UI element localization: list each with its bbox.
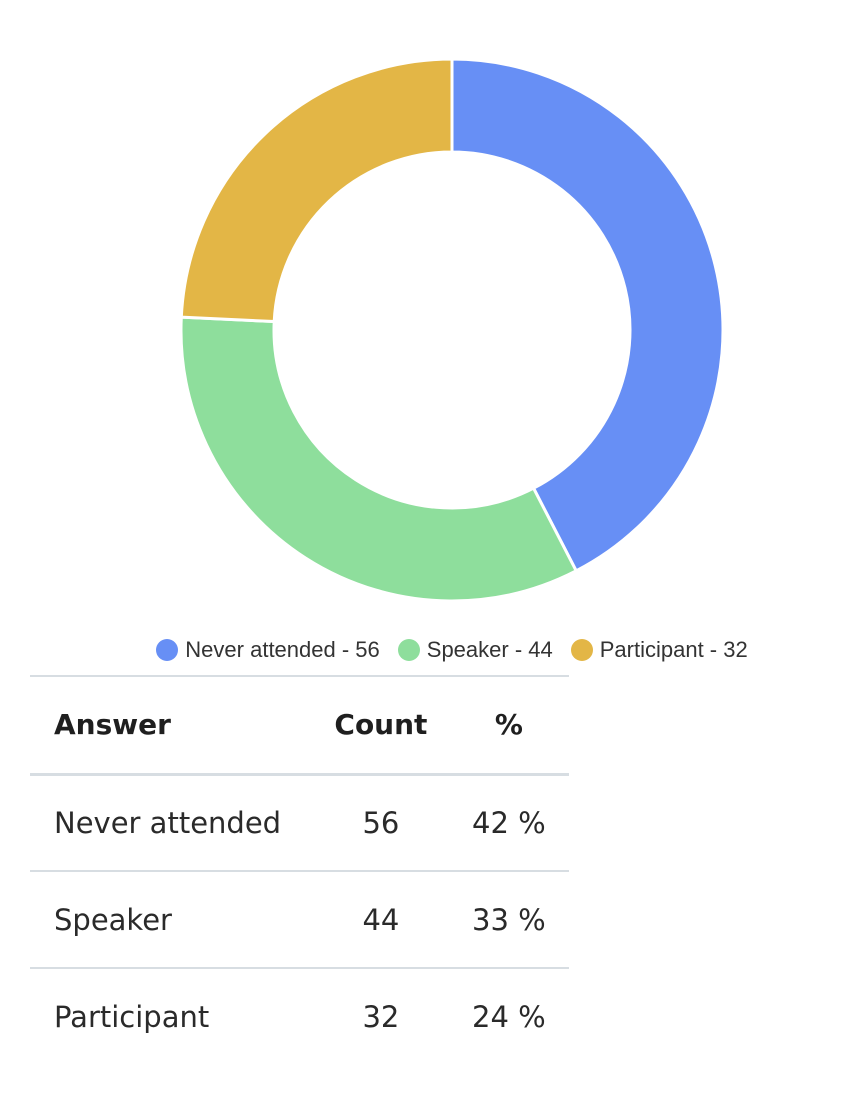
answer-cell[interactable]: Participant: [54, 1000, 210, 1034]
percent-cell: 24 %: [472, 1000, 546, 1034]
donut-chart: [179, 57, 725, 603]
legend-swatch-speaker: [397, 639, 420, 661]
legend-item-never-attended[interactable]: Never attended - 56: [156, 637, 380, 663]
legend-label-speaker: Speaker - 44: [426, 637, 553, 662]
legend-swatch-participant: [570, 639, 593, 661]
percent-cell: 42 %: [472, 805, 546, 840]
legend-label-participant: Participant - 32: [599, 637, 748, 662]
percent-column-header: %: [494, 708, 523, 742]
count-cell: 56: [362, 805, 400, 840]
table-header-row: Answer Count %: [30, 676, 569, 774]
percent-cell: 33 %: [472, 902, 546, 937]
chart-legend: Never attended - 56 Speaker - 44 Partici…: [0, 632, 844, 668]
legend-label-never-attended: Never attended - 56: [185, 637, 380, 662]
answer-cell[interactable]: Speaker: [54, 902, 172, 937]
count-column-header: Count: [334, 708, 428, 742]
donut-slice-participant[interactable]: [179, 57, 454, 324]
legend-item-speaker[interactable]: Speaker - 44: [397, 637, 553, 663]
donut-slice-speaker[interactable]: [179, 315, 578, 603]
table-row: Speaker 44 33 %: [30, 871, 569, 968]
legend-swatch-never-attended: [156, 639, 179, 661]
table-row: Participant 32 24 %: [30, 968, 569, 1065]
count-cell: 32: [362, 1000, 400, 1034]
answer-column-header: Answer: [54, 708, 171, 742]
answer-cell[interactable]: Never attended: [54, 805, 282, 840]
count-cell: 44: [362, 902, 400, 937]
table-row: Never attended 56 42 %: [30, 774, 569, 871]
legend-item-participant[interactable]: Participant - 32: [570, 637, 748, 663]
results-table: Answer Count % Never attended 56 42 % Sp…: [30, 675, 569, 1065]
donut-slice-never-attended[interactable]: [450, 57, 725, 573]
